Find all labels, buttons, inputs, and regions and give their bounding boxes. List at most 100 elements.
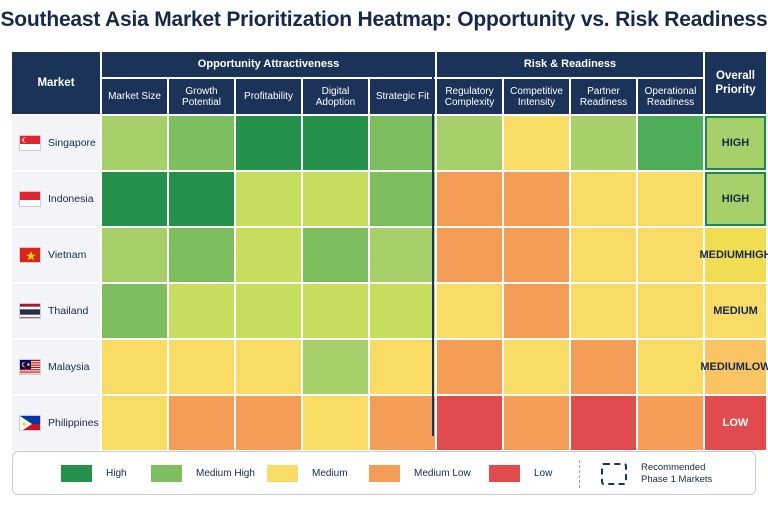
heatmap-cell [303, 340, 368, 394]
heatmap-cell [437, 284, 502, 338]
recommended-box-icon [601, 463, 627, 485]
priority-label-line: MEDIUM [699, 248, 745, 261]
heatmap-cell [571, 228, 636, 282]
risk-group-header: Risk & Readiness [437, 52, 703, 77]
market-cell: Vietnam [12, 228, 100, 282]
market-name: Thailand [48, 305, 89, 317]
heatmap-cell [504, 228, 569, 282]
heatmap-cell [236, 340, 301, 394]
heatmap-cell [370, 340, 435, 394]
legend-label-medium: Medium [312, 468, 348, 479]
heatmap-cell [504, 284, 569, 338]
priority-label-line: LOW [744, 360, 768, 373]
singapore-flag-icon [19, 135, 41, 151]
column-header: Market Size [102, 79, 167, 114]
legend-item-high: High [61, 464, 127, 483]
legend-swatch-medium [267, 465, 298, 482]
column-header: Strategic Fit [370, 79, 435, 114]
market-cell: Singapore [12, 116, 100, 170]
heatmap-cell [571, 284, 636, 338]
heatmap-cell [638, 284, 703, 338]
heatmap-cell [303, 284, 368, 338]
priority-badge: MEDIUM LOW [700, 340, 768, 394]
heatmap-cell [169, 116, 234, 170]
heatmap-cell [571, 172, 636, 226]
heatmap-cell [504, 172, 569, 226]
heatmap-cell [236, 228, 301, 282]
heatmap-cell [638, 116, 703, 170]
legend-label-medium-high: Medium High [196, 468, 255, 479]
priority-badge: LOW [705, 396, 766, 450]
legend-item-medium-high: Medium High [151, 464, 255, 483]
recommended-label-line2: Phase 1 Markets [641, 474, 713, 485]
heatmap-cell [303, 116, 368, 170]
priority-column-header: Overall Priority [705, 52, 766, 114]
heatmap-cell [102, 116, 167, 170]
heatmap-cell [169, 172, 234, 226]
heatmap-cell [236, 116, 301, 170]
heatmap-grid: Market Opportunity Attractiveness Risk &… [12, 52, 768, 450]
market-name: Vietnam [48, 249, 87, 261]
column-header: Growth Potential [169, 79, 234, 114]
column-header: Competitive Intensity [504, 79, 569, 114]
priority-label-line: HIGH [721, 192, 750, 205]
legend-item-medium: Medium [267, 464, 348, 483]
heatmap-cell [236, 396, 301, 450]
heatmap-cell [638, 340, 703, 394]
priority-badge: HIGH [705, 116, 766, 170]
market-cell: Thailand [12, 284, 100, 338]
group-divider [432, 52, 434, 436]
priority-badge: MEDIUM [705, 284, 766, 338]
heatmap-cell [102, 228, 167, 282]
heatmap-cell [571, 340, 636, 394]
heatmap-cell [504, 116, 569, 170]
market-cell: Philippines [12, 396, 100, 450]
heatmap-cell [370, 396, 435, 450]
heatmap-cell [370, 116, 435, 170]
heatmap-cell [638, 396, 703, 450]
legend-swatch-low [489, 465, 520, 482]
market-name: Singapore [48, 137, 96, 149]
legend-item-low: Low [489, 464, 552, 483]
legend-item-recommended: Recommended Phase 1 Markets [601, 462, 712, 486]
legend-separator [579, 460, 580, 488]
priority-label-line: HIGH [721, 136, 750, 149]
heatmap-cell [169, 284, 234, 338]
heatmap-cell [571, 116, 636, 170]
recommended-label: Recommended Phase 1 Markets [641, 462, 712, 486]
heatmap-cell [437, 116, 502, 170]
column-header: Operational Readiness [638, 79, 703, 114]
vietnam-flag-icon [19, 247, 41, 263]
heatmap-cell [638, 228, 703, 282]
heatmap-cell [437, 228, 502, 282]
heatmap-cell [504, 340, 569, 394]
recommended-label-line1: Recommended [641, 462, 706, 473]
heatmap-cell [437, 396, 502, 450]
legend-swatch-medium-high [151, 465, 182, 482]
heatmap-cell [504, 396, 569, 450]
heatmap-cell [638, 172, 703, 226]
priority-badge: MEDIUM HIGH [699, 228, 768, 282]
priority-label-line: MEDIUM [700, 360, 745, 373]
heatmap-cell [169, 340, 234, 394]
heatmap-cell [571, 396, 636, 450]
legend-label-medium-low: Medium Low [414, 468, 471, 479]
malaysia-flag-icon [19, 359, 41, 375]
heatmap-cell [169, 228, 234, 282]
market-name: Philippines [48, 417, 99, 429]
heatmap-cell [102, 396, 167, 450]
heatmap-cell [102, 340, 167, 394]
market-name: Malaysia [48, 361, 90, 373]
heatmap-cell [370, 172, 435, 226]
heatmap-cell [303, 396, 368, 450]
legend-swatch-medium-low [369, 465, 400, 482]
legend-swatch-high [61, 465, 92, 482]
heatmap-cell [437, 172, 502, 226]
chart-title: Southeast Asia Market Prioritization Hea… [0, 8, 768, 31]
column-header: Digital Adoption [303, 79, 368, 114]
column-header: Profitability [236, 79, 301, 114]
column-header: Regulatory Complexity [437, 79, 502, 114]
column-header: Partner Readiness [571, 79, 636, 114]
priority-label-line: HIGH [744, 248, 768, 261]
heatmap-cell [102, 284, 167, 338]
